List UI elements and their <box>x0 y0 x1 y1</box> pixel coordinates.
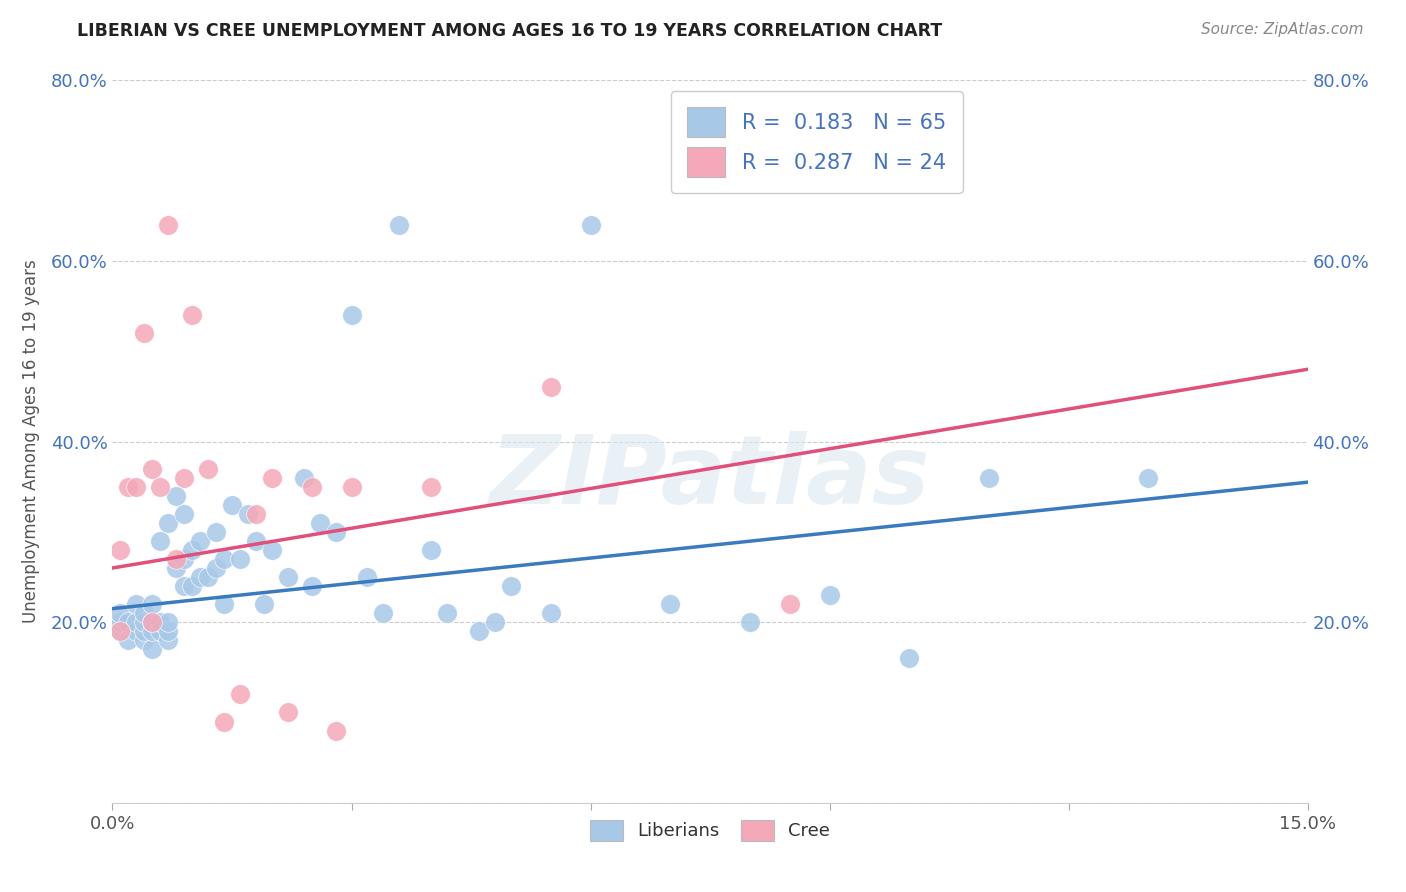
Point <box>260 471 283 485</box>
Point <box>141 642 163 657</box>
Point <box>301 480 323 494</box>
Point <box>173 507 195 521</box>
Point <box>125 480 148 494</box>
Point <box>436 606 458 620</box>
Point <box>188 570 211 584</box>
Point <box>229 687 252 701</box>
Point <box>245 507 267 521</box>
Point <box>221 498 243 512</box>
Point <box>277 570 299 584</box>
Point <box>110 542 132 557</box>
Point <box>125 597 148 611</box>
Point <box>420 542 443 557</box>
Point <box>779 597 801 611</box>
Point <box>157 516 180 530</box>
Point <box>738 615 761 630</box>
Point <box>110 615 132 630</box>
Point <box>134 615 156 630</box>
Point <box>181 542 204 557</box>
Point <box>110 606 132 620</box>
Point <box>818 588 841 602</box>
Point <box>277 706 299 720</box>
Point <box>340 480 363 494</box>
Point <box>212 597 235 611</box>
Text: LIBERIAN VS CREE UNEMPLOYMENT AMONG AGES 16 TO 19 YEARS CORRELATION CHART: LIBERIAN VS CREE UNEMPLOYMENT AMONG AGES… <box>77 22 942 40</box>
Point <box>141 615 163 630</box>
Point <box>212 714 235 729</box>
Point <box>149 624 172 639</box>
Point <box>325 723 347 738</box>
Point <box>141 624 163 639</box>
Point <box>292 471 315 485</box>
Point <box>356 570 378 584</box>
Point <box>468 624 491 639</box>
Point <box>134 624 156 639</box>
Point <box>898 651 921 665</box>
Point <box>173 579 195 593</box>
Point <box>165 489 187 503</box>
Point <box>579 218 602 232</box>
Point <box>301 579 323 593</box>
Point <box>117 633 139 648</box>
Point <box>229 552 252 566</box>
Point <box>236 507 259 521</box>
Point <box>157 624 180 639</box>
Point <box>325 524 347 539</box>
Point <box>540 606 562 620</box>
Point <box>420 480 443 494</box>
Point <box>149 480 172 494</box>
Point <box>117 480 139 494</box>
Point <box>149 615 172 630</box>
Point <box>125 624 148 639</box>
Point <box>188 533 211 548</box>
Point <box>205 524 228 539</box>
Point <box>157 633 180 648</box>
Point <box>1137 471 1160 485</box>
Point <box>499 579 522 593</box>
Point <box>659 597 682 611</box>
Point <box>308 516 330 530</box>
Point <box>173 552 195 566</box>
Point <box>977 471 1000 485</box>
Point <box>134 633 156 648</box>
Point <box>340 308 363 322</box>
Point <box>197 461 219 475</box>
Point <box>181 579 204 593</box>
Point <box>373 606 395 620</box>
Legend: Liberians, Cree: Liberians, Cree <box>583 813 837 848</box>
Point <box>165 561 187 575</box>
Point <box>134 606 156 620</box>
Point <box>141 597 163 611</box>
Point <box>157 218 180 232</box>
Point <box>484 615 506 630</box>
Point <box>245 533 267 548</box>
Point <box>134 326 156 340</box>
Point <box>540 380 562 394</box>
Point <box>110 624 132 639</box>
Point <box>253 597 276 611</box>
Point <box>260 542 283 557</box>
Point <box>173 471 195 485</box>
Point <box>149 533 172 548</box>
Text: ZIPatlas: ZIPatlas <box>489 431 931 524</box>
Point <box>125 615 148 630</box>
Point <box>141 615 163 630</box>
Point <box>388 218 411 232</box>
Point <box>181 308 204 322</box>
Point <box>212 552 235 566</box>
Point <box>205 561 228 575</box>
Y-axis label: Unemployment Among Ages 16 to 19 years: Unemployment Among Ages 16 to 19 years <box>21 260 39 624</box>
Text: Source: ZipAtlas.com: Source: ZipAtlas.com <box>1201 22 1364 37</box>
Point <box>197 570 219 584</box>
Point <box>157 615 180 630</box>
Point <box>165 552 187 566</box>
Point <box>117 615 139 630</box>
Point <box>110 624 132 639</box>
Point <box>141 461 163 475</box>
